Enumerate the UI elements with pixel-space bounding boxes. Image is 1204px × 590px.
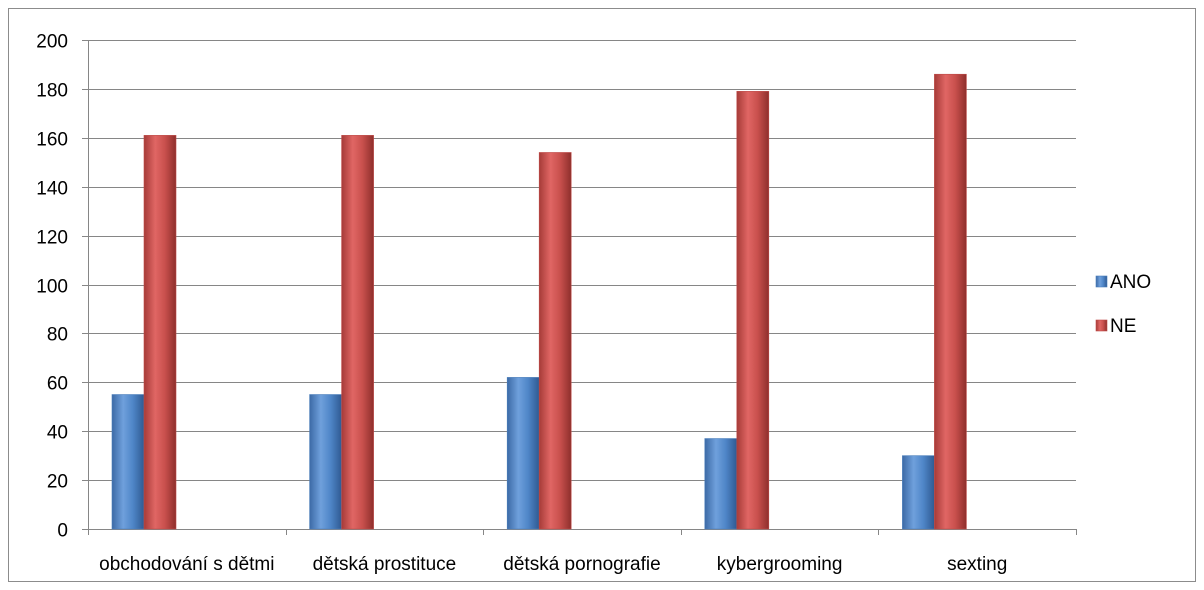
y-tick-label: 80 (47, 325, 68, 346)
chart-frame (8, 8, 1196, 582)
bars (111, 73, 967, 530)
legend: ANO NE (1095, 272, 1151, 337)
y-tick-label: 180 (36, 81, 68, 102)
bar-ne-1 (341, 135, 374, 530)
legend-label-ne: NE (1110, 316, 1136, 337)
bar-ne-2 (538, 152, 572, 530)
legend-swatch-ano (1095, 275, 1108, 288)
bar-ne-4 (934, 73, 967, 530)
category-labels: obchodování s dětmi dětská prostituce děts… (99, 554, 1007, 575)
x-category-label: dětská prostituce (313, 554, 457, 575)
axes (82, 40, 1077, 535)
y-tick-label: 200 (36, 32, 68, 53)
x-category-label: sexting (947, 554, 1007, 575)
bar-ano-2 (506, 377, 540, 530)
bar-ano-1 (309, 394, 342, 530)
y-tick-label: 40 (47, 423, 68, 444)
x-category-label: dětská pornografie (503, 554, 660, 575)
x-category-label: obchodování s dětmi (99, 554, 274, 575)
bar-ano-4 (902, 455, 935, 530)
gridlines (88, 40, 1076, 481)
bar-ne-3 (736, 91, 770, 530)
y-tick-label: 60 (47, 374, 68, 395)
y-tick-label: 100 (36, 277, 68, 298)
bar-ano-0 (111, 394, 145, 530)
bar-ano-3 (704, 438, 738, 530)
y-tick-label: 0 (57, 521, 68, 542)
y-tick-label: 120 (36, 228, 68, 249)
y-tick-label: 20 (47, 472, 68, 493)
y-tick-label: 140 (36, 179, 68, 200)
x-category-label: kybergrooming (717, 554, 843, 575)
y-tick-label: 160 (36, 130, 68, 151)
y-tick-labels: 0 20 40 60 80 100 120 140 160 180 200 (36, 32, 68, 542)
bar-ne-0 (143, 135, 177, 530)
legend-swatch-ne (1095, 319, 1108, 332)
legend-label-ano: ANO (1110, 272, 1151, 293)
